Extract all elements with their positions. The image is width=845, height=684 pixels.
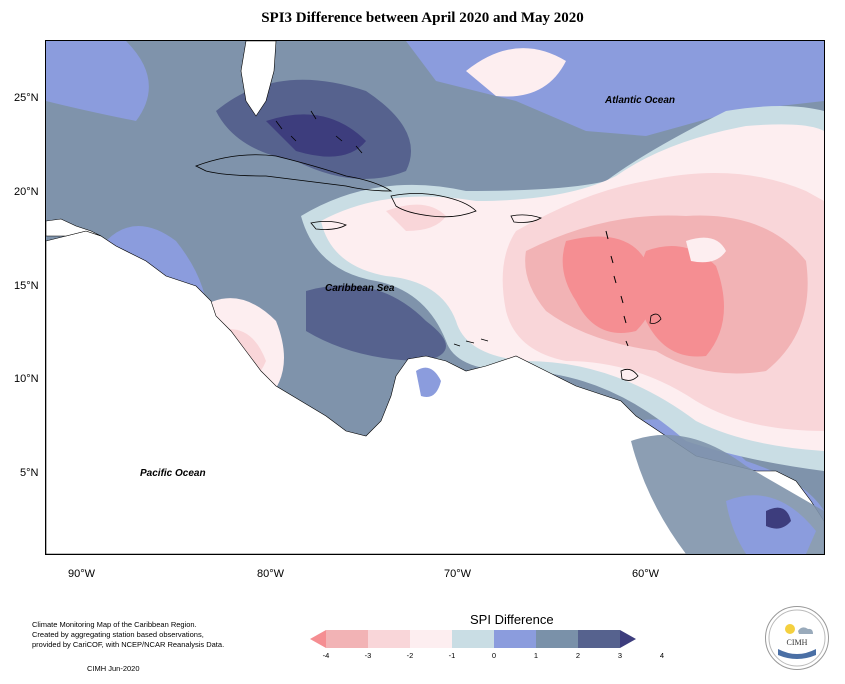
field-guiana-darkest [766,507,791,529]
footer-credit: CIMH Jun-2020 [87,664,140,673]
legend-swatch [452,630,494,648]
legend-tick-label: -1 [448,651,456,660]
pacific-ocean-label: Pacific Ocean [140,468,206,479]
lat-tick-25n: 25°N [14,92,39,104]
legend-swatch [368,630,410,648]
sun-icon [785,624,795,634]
legend-title: SPI Difference [470,612,554,627]
field-gulf-blue [46,41,149,121]
legend-tick-label: 4 [659,651,665,660]
abc-islands-outline [453,338,489,347]
legend-tick-label: -2 [406,651,414,660]
barbados-outline [649,313,662,324]
footer-line-1: Climate Monitoring Map of the Caribbean … [32,620,197,629]
spi-difference-map [45,40,825,555]
map-title: SPI3 Difference between April 2020 and M… [261,10,584,26]
lon-tick-90w: 90°W [68,568,96,580]
legend-tick-label: 2 [575,651,581,660]
caribbean-sea-label: Caribbean Sea [325,283,395,294]
legend-swatch [494,630,536,648]
lat-tick-20n: 20°N [14,186,39,198]
field-bahamas-darkest [266,114,366,157]
lat-tick-10n: 10°N [14,373,39,385]
jamaica-outline [310,221,347,230]
trinidad-outline [620,368,639,381]
legend-tick-label: -3 [364,651,372,660]
legend-tick-label: -4 [322,651,330,660]
field-antilles-strong-west [562,236,654,333]
legend-swatch [410,630,452,648]
field-maracaibo-blue [416,367,441,397]
legend-tick-label: 3 [617,651,623,660]
lon-tick-70w: 70°W [444,568,472,580]
cimh-logo-graphic: CIMH [768,609,826,667]
lat-tick-5n: 5°N [20,467,39,479]
field-antilles-strong-east [638,246,724,357]
legend-tick-label: 0 [491,651,497,660]
legend-swatch [326,630,368,648]
cuba-outline [195,154,393,192]
logo-ring [768,609,826,667]
cimh-logo: CIMH [765,606,829,670]
cloud-icon [798,627,813,634]
lon-tick-60w: 60°W [632,568,660,580]
atlantic-ocean-label: Atlantic Ocean [605,95,676,106]
legend-tick-label: 1 [533,651,539,660]
lon-tick-80w: 80°W [257,568,285,580]
puerto-rico-outline [510,214,542,223]
legend-colorbar [310,630,636,648]
land-florida [240,41,277,117]
footer-line-2: Created by aggregating station based obs… [32,630,204,639]
legend-swatch-arrow-low [310,630,326,648]
field-north-light [466,48,566,97]
map-canvas [46,41,824,554]
hispaniola-outline [390,193,477,218]
footer-description: Climate Monitoring Map of the Caribbean … [32,620,224,650]
legend-swatch-arrow-high [620,630,636,648]
footer-line-3: provided by CariCOF, with NCEP/NCAR Rean… [32,640,225,649]
land-yucatan-edge [46,218,102,237]
bahamas-outline [275,110,363,154]
logo-text: CIMH [787,638,808,647]
field-antilles-light-spot [686,237,726,263]
field-colombia-dark [306,285,446,361]
wave-icon [778,649,816,659]
legend-swatch [536,630,578,648]
legend-swatch [578,630,620,648]
lat-tick-15n: 15°N [14,280,39,292]
lesser-antilles-outline [605,230,629,347]
field-hispaniola-pink [386,204,446,231]
